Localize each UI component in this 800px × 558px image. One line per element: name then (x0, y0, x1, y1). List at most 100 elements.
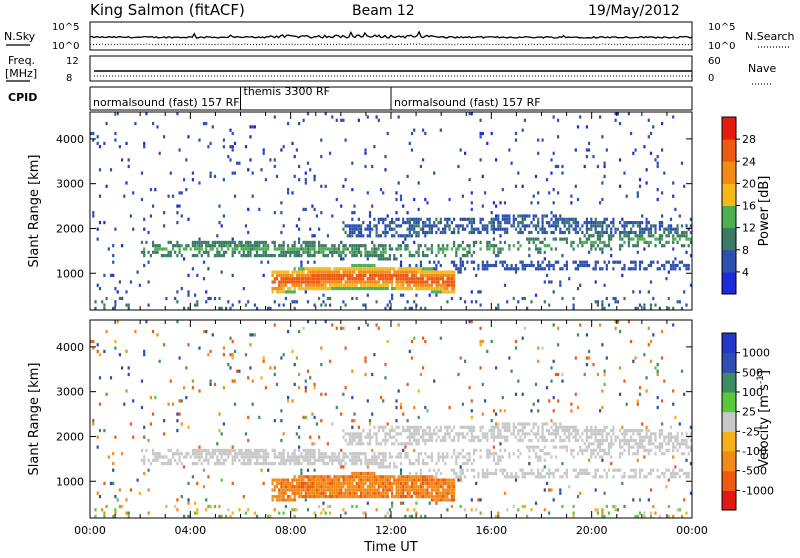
velocity-cell (514, 475, 518, 479)
velocity-cell (479, 455, 482, 459)
velocity-cell (194, 455, 197, 459)
velocity-cell (399, 488, 403, 492)
velocity-cell (302, 415, 305, 419)
power-cell (291, 277, 294, 281)
power-cell (685, 234, 688, 238)
power-cell (244, 303, 248, 307)
velocity-cell (311, 412, 314, 416)
power-cell (512, 267, 515, 271)
power-cell (517, 300, 520, 304)
power-cell (576, 287, 580, 291)
power-cell (517, 230, 520, 235)
velocity-cell (298, 458, 301, 462)
power-cell (393, 267, 396, 271)
velocity-cell (422, 438, 425, 443)
power-cell (636, 194, 639, 198)
velocity-cell (649, 359, 653, 363)
velocity-cell (342, 392, 345, 396)
velocity-cell (366, 488, 369, 492)
power-cell (669, 224, 673, 228)
velocity-cell (386, 491, 389, 495)
power-cell (470, 230, 473, 235)
power-cell (537, 224, 540, 228)
velocity-cell (464, 475, 467, 479)
velocity-cell (581, 438, 584, 443)
velocity-cell (371, 478, 374, 482)
power-cell (397, 234, 400, 238)
power-cell (455, 247, 458, 251)
power-cell (446, 270, 449, 274)
velocity-cell (118, 353, 121, 357)
velocity-cell (267, 452, 270, 456)
power-cell (309, 168, 312, 172)
power-cell (579, 263, 582, 268)
power-cell (353, 250, 356, 254)
velocity-cell (506, 508, 509, 512)
power-cell (601, 135, 604, 139)
power-cell (674, 237, 677, 241)
velocity-cell (127, 372, 130, 377)
velocity-cell (169, 462, 172, 466)
power-cell (280, 277, 283, 281)
velocity-cell (311, 448, 314, 452)
velocity-cell (435, 475, 438, 479)
velocity-cell (180, 462, 183, 466)
velocity-cell (685, 438, 688, 443)
power-cell (455, 250, 458, 254)
velocity-cell (581, 471, 584, 476)
velocity-cell (630, 429, 633, 433)
power-cell (574, 260, 577, 264)
velocity-cell (282, 452, 285, 456)
velocity-cell (446, 429, 449, 433)
power-cell (253, 254, 256, 258)
power-cell (417, 267, 420, 271)
velocity-cell (360, 475, 363, 479)
power-cell (492, 224, 495, 228)
velocity-cell (532, 422, 535, 426)
power-cell (554, 260, 557, 264)
velocity-cell (353, 435, 356, 439)
velocity-cell (329, 481, 332, 485)
power-cell (470, 112, 473, 116)
power-cell (207, 296, 210, 301)
power-cell (585, 155, 588, 159)
velocity-cell (486, 435, 489, 439)
power-cell (503, 214, 507, 218)
velocity-cell (636, 432, 639, 436)
power-cell (262, 151, 265, 155)
power-cell (291, 191, 294, 195)
velocity-cell (503, 491, 507, 495)
power-cell (417, 207, 420, 211)
power-cell (191, 244, 194, 248)
velocity-cell (630, 468, 633, 472)
velocity-cell (623, 432, 626, 436)
power-cell (647, 263, 650, 268)
velocity-cell (291, 481, 294, 485)
power-cell (424, 234, 427, 238)
velocity-cell (196, 511, 199, 515)
power-cell (388, 273, 391, 277)
power-cell (649, 230, 653, 235)
velocity-cell (559, 491, 562, 495)
velocity-cell (302, 455, 305, 459)
power-cell (227, 244, 230, 248)
power-cell (275, 277, 279, 281)
power-cell (340, 273, 343, 277)
power-cell (402, 287, 405, 291)
power-cell (647, 227, 650, 231)
velocity-cell (419, 475, 422, 479)
velocity-cell (433, 488, 436, 492)
velocity-cell (484, 475, 487, 479)
velocity-cell (406, 455, 409, 459)
power-cell (313, 280, 316, 284)
colorbar-frame (721, 332, 737, 511)
power-cell (238, 250, 241, 254)
velocity-cell (413, 462, 416, 466)
velocity-cell (488, 471, 491, 476)
velocity-cell (475, 508, 478, 512)
power-cell (231, 237, 234, 241)
velocity-cell (313, 488, 316, 492)
velocity-cell (539, 448, 542, 452)
power-cell (366, 254, 369, 258)
power-cell (676, 234, 679, 238)
